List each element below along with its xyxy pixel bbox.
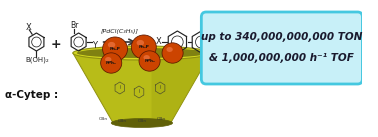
Ellipse shape (77, 48, 207, 58)
Text: PPh₂: PPh₂ (106, 61, 116, 65)
Ellipse shape (143, 55, 150, 60)
Ellipse shape (139, 51, 160, 71)
Ellipse shape (131, 35, 156, 59)
Text: Br: Br (71, 22, 79, 31)
Text: PPh₂: PPh₂ (144, 59, 155, 63)
Ellipse shape (102, 37, 127, 61)
Text: & 1,000,000,000 h⁻¹ TOF: & 1,000,000,000 h⁻¹ TOF (209, 53, 354, 63)
Ellipse shape (166, 47, 173, 52)
Text: Ph₂P: Ph₂P (138, 45, 149, 49)
Ellipse shape (162, 43, 183, 63)
Ellipse shape (73, 46, 211, 60)
Text: OBn: OBn (99, 117, 108, 121)
Ellipse shape (108, 42, 115, 48)
Ellipse shape (101, 53, 122, 73)
Text: up to 340,000,000,000 TON: up to 340,000,000,000 TON (201, 32, 363, 42)
Text: OBn: OBn (137, 119, 146, 123)
Text: Y: Y (218, 38, 223, 46)
Text: X: X (26, 24, 32, 32)
Text: Ph₂P: Ph₂P (110, 47, 121, 51)
Ellipse shape (111, 119, 173, 128)
Text: +: + (50, 38, 61, 51)
Text: B(OH)₂: B(OH)₂ (26, 57, 49, 63)
Text: α-Cytep :: α-Cytep : (5, 90, 58, 100)
Text: OBn: OBn (156, 117, 166, 121)
Text: [PdCl(C₃H₅)]: [PdCl(C₃H₅)] (101, 29, 139, 35)
Polygon shape (152, 53, 211, 123)
Text: Y: Y (92, 41, 98, 49)
Polygon shape (73, 53, 211, 123)
Text: X: X (155, 38, 161, 46)
Text: OBn: OBn (118, 119, 127, 123)
Ellipse shape (136, 40, 144, 46)
Ellipse shape (105, 57, 112, 62)
FancyBboxPatch shape (201, 12, 363, 84)
